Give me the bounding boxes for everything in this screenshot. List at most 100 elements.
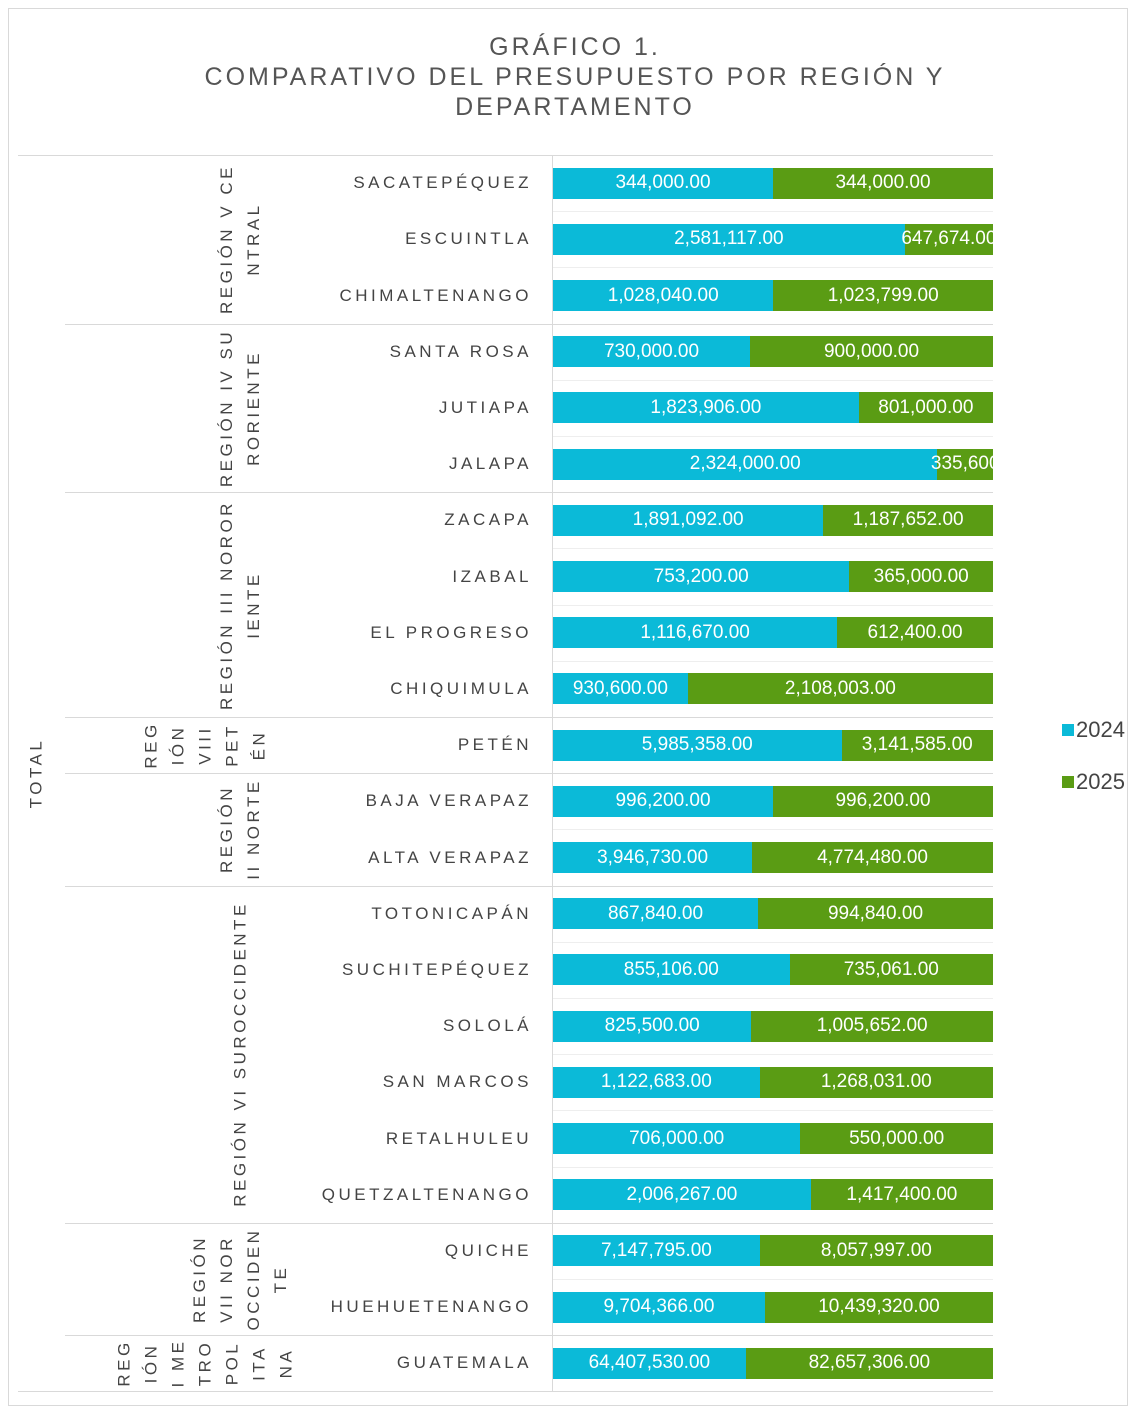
value-label: 1,028,040.00 [607,284,719,306]
bar-segment [553,898,758,930]
category-label: JALAPA [448,454,532,474]
bar-segment [764,1291,993,1323]
value-label: 2,324,000.00 [689,453,801,475]
value-label: 1,187,652.00 [852,509,964,531]
row-line [553,1166,993,1168]
row-line [553,604,993,606]
bar-segment [553,1123,801,1154]
value-label: 1,005,652.00 [816,1015,928,1037]
value-label: 994,840.00 [827,902,924,924]
value-label: 730,000.00 [603,340,700,362]
value-label: 753,200.00 [653,565,749,587]
bar-segment [553,1010,752,1042]
bar-segment [810,1179,993,1211]
category-label: SOLOLÁ [442,1016,532,1036]
value-label: 1,116,670.00 [640,621,750,643]
bar-segment [553,729,842,761]
value-label: 996,200.00 [835,790,931,812]
value-label: 9,704,366.00 [603,1296,715,1318]
bar-segment [553,1179,811,1211]
bar-segment [553,842,753,873]
bar-segment [553,336,751,368]
category-label: QUETZALTENANGO [321,1184,532,1204]
value-label: 801,000.00 [878,396,974,418]
row-line [553,829,993,831]
bar-segment [553,392,859,424]
bar-segment [773,167,993,199]
axis-line [552,155,553,1391]
group-label: REGIÓN I METROPOLITANA [114,1338,296,1388]
bar-segment [553,1291,765,1323]
bar-segment [553,954,790,986]
value-label: 5,985,358.00 [641,734,753,756]
bar-segment [823,504,993,536]
value-label: 8,057,997.00 [820,1239,932,1261]
value-label: 3,946,730.00 [597,846,709,868]
row-line [553,1054,993,1056]
category-label: JUTIAPA [438,397,532,417]
value-label: 4,774,480.00 [817,846,929,868]
row-line [553,1110,993,1112]
value-label: 930,600.00 [572,677,668,699]
bar-segment [553,1347,746,1379]
category-label: TOTONICAPÁN [371,903,532,923]
value-label: 2,108,003.00 [784,677,896,699]
category-label: BAJA VERAPAZ [365,791,532,811]
separator [65,492,993,494]
row-line [553,379,993,381]
separator [65,885,993,887]
row-line [553,998,993,999]
row-line [553,941,993,943]
row-line [553,267,993,269]
category-label: SAN MARCOS [382,1072,532,1092]
legend-label: 2025 [1076,769,1125,794]
bar-segment [553,223,905,255]
category-label: HUEHUETENANGO [330,1297,532,1317]
category-label: CHIQUIMULA [390,678,532,698]
bar-segment [849,561,993,592]
value-label: 550,000.00 [849,1127,945,1149]
value-label: 2,006,267.00 [626,1183,738,1205]
separator [65,1335,993,1337]
value-label: 1,268,031.00 [820,1071,932,1093]
category-label: EL PROGRESO [370,622,532,642]
value-label: 900,000.00 [823,340,920,362]
bar-segment [937,448,993,480]
value-label: 10,439,320.00 [818,1296,940,1318]
bar-segment [858,392,993,424]
value-label: 1,122,683.00 [600,1071,712,1093]
bar-segment [553,561,850,592]
category-label: ZACAPA [444,510,532,530]
legend-label: 2024 [1076,717,1125,742]
value-label: 1,823,906.00 [650,396,762,418]
bar-segment [750,336,993,368]
value-label: 996,200.00 [615,790,711,812]
bar-segment [751,1010,993,1042]
category-label: PETÉN [457,735,532,755]
category-label: CHIMALTENANGO [339,285,532,305]
group-label: REGIÓN VIII PETÉN [141,721,269,769]
bar-segment [759,1066,993,1098]
legend-swatch [1062,776,1074,788]
bar-segment [553,1066,760,1098]
outer-label: TOTAL [26,737,46,809]
bar-segment [687,673,993,705]
value-label: 855,106.00 [623,958,719,980]
row-line [553,660,993,662]
value-label: 867,840.00 [607,902,704,924]
category-label: SUCHITEPÉQUEZ [341,959,532,979]
row-line [553,211,993,213]
value-label: 825,500.00 [604,1015,700,1037]
bar-segment [841,729,993,761]
value-label: 2,581,117.00 [674,228,784,250]
category-label: IZABAL [452,566,532,586]
category-label: SACATEPÉQUEZ [353,173,532,193]
value-label: 3,141,585.00 [861,734,973,756]
value-label: 1,891,092.00 [632,509,744,531]
bar-segment [553,167,773,199]
category-label: SANTA ROSA [389,341,532,361]
value-label: 7,147,795.00 [600,1239,712,1261]
bar-segment [773,280,993,311]
group-label: REGIÓN VII NOROCCIDENTE [190,1227,290,1331]
